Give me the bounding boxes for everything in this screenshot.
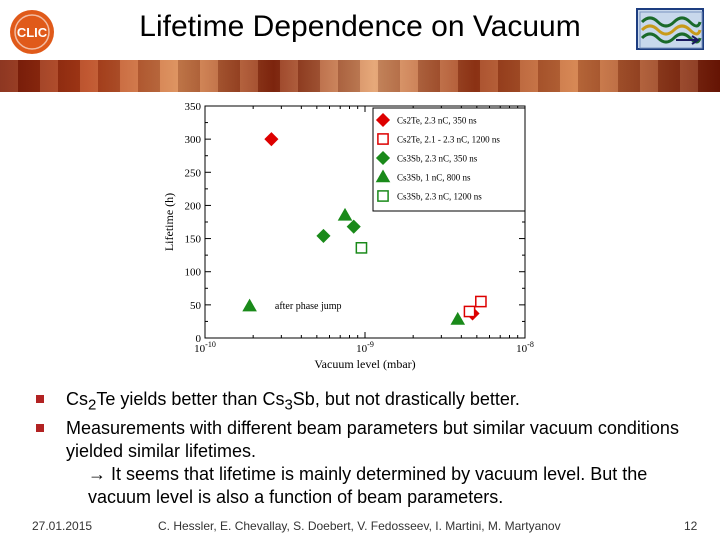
- legend-marker: [377, 190, 389, 202]
- bullet-text: Measurements with different beam paramet…: [66, 417, 679, 461]
- y-axis-label: Lifetime (h): [162, 193, 176, 251]
- legend-box: [372, 107, 526, 212]
- data-point: [355, 242, 368, 254]
- legend-label: Cs3Sb, 2.3 nC, 350 ns: [397, 154, 478, 164]
- chart-annotation: after phase jump: [275, 301, 342, 312]
- beam-logo: [636, 8, 704, 50]
- footer-date: 27.01.2015: [32, 519, 93, 533]
- data-point: [242, 298, 257, 312]
- svg-text:CLIC: CLIC: [17, 25, 48, 40]
- y-tick-label: 0: [196, 333, 202, 345]
- y-tick-label: 50: [190, 300, 202, 312]
- bullet-marker: [36, 395, 44, 403]
- data-point: [463, 305, 476, 318]
- x-tick-label: 10-10: [194, 340, 216, 355]
- page-title: Lifetime Dependence on Vacuum: [139, 10, 581, 43]
- legend-label: Cs3Sb, 2.3 nC, 1200 ns: [397, 192, 482, 202]
- legend-label: Cs2Te, 2.1 - 2.3 nC, 1200 ns: [397, 135, 500, 145]
- bullet-item: Cs2Te yields better than Cs3Sb, but not …: [36, 388, 696, 417]
- legend-marker: [377, 133, 389, 145]
- data-point: [450, 311, 466, 325]
- bullet-list: Cs2Te yields better than Cs3Sb, but not …: [36, 388, 696, 509]
- legend-marker: [375, 150, 391, 166]
- x-tick-label: 10-8: [516, 340, 534, 355]
- legend-marker: [375, 169, 391, 183]
- y-tick-label: 300: [185, 134, 202, 146]
- y-tick-label: 150: [185, 234, 202, 246]
- y-tick-label: 100: [185, 267, 202, 279]
- data-point: [264, 132, 279, 147]
- bullet-text: Cs2Te yields better than Cs3Sb, but not …: [66, 389, 520, 414]
- y-tick-label: 350: [185, 101, 202, 113]
- data-point: [346, 219, 361, 234]
- legend-label: Cs2Te, 2.3 nC, 350 ns: [397, 116, 477, 126]
- y-tick-label: 250: [185, 167, 202, 179]
- clic-logo: CLIC: [10, 10, 54, 54]
- x-tick-label: 10-9: [356, 340, 374, 355]
- header-banner: [0, 60, 720, 92]
- bullet-subtext: → It seems that lifetime is mainly deter…: [88, 463, 648, 507]
- footer-authors: C. Hessler, E. Chevallay, S. Doebert, V.…: [158, 519, 561, 533]
- x-axis-label: Vacuum level (mbar): [314, 357, 415, 371]
- bullet-marker: [36, 423, 44, 432]
- legend-label: Cs3Sb, 1 nC, 800 ns: [397, 173, 471, 183]
- data-point: [475, 295, 487, 308]
- bullet-item: Measurements with different beam paramet…: [36, 417, 696, 509]
- data-point: [316, 228, 331, 243]
- page-number: 12: [684, 519, 698, 533]
- data-point: [337, 207, 353, 221]
- scatter-chart: 0 50 100 150 200 250 300 350 10-10 10-9 10-8 Vacuum…: [162, 101, 534, 371]
- y-tick-label: 200: [185, 200, 202, 212]
- legend-marker: [375, 112, 391, 128]
